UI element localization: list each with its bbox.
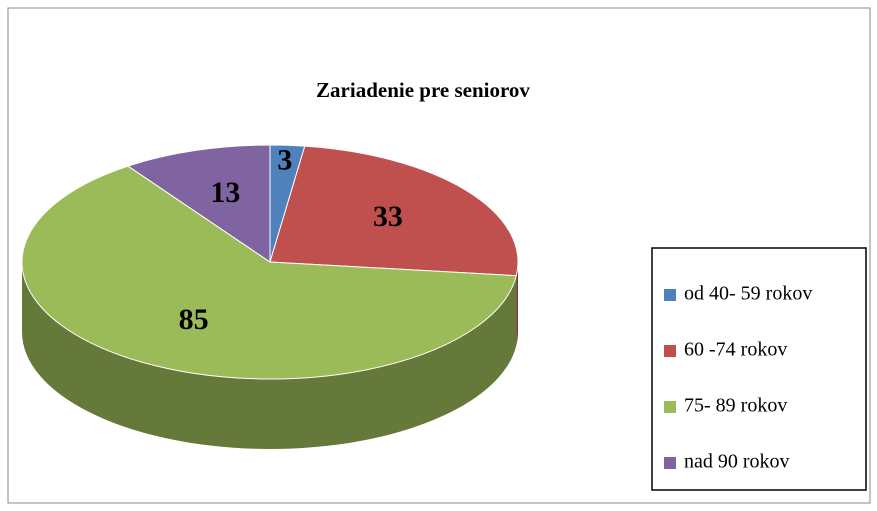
data-label: 33 [373, 200, 403, 233]
legend-label: nad 90 rokov [684, 451, 790, 473]
data-label: 85 [179, 303, 209, 336]
legend-swatch [664, 401, 676, 413]
slice [269, 145, 519, 277]
legend-swatch [664, 289, 676, 301]
chart-title: Zariadenie pre seniorov [316, 78, 530, 102]
slice-side [21, 262, 517, 450]
legend-swatch [664, 345, 676, 357]
legend-label: od 40- 59 rokov [684, 283, 812, 305]
legend-label: 60 -74 rokov [684, 339, 787, 361]
legend-label: 75- 89 rokov [684, 395, 787, 417]
slice [126, 144, 271, 263]
legend-swatch [664, 457, 676, 469]
slice-side-shade [516, 262, 518, 346]
data-label: 13 [210, 176, 240, 209]
legend-box [651, 247, 867, 491]
slice [21, 165, 517, 380]
data-label: 3 [277, 144, 292, 177]
slice-side-shade [21, 262, 517, 450]
slice-side [516, 262, 518, 346]
